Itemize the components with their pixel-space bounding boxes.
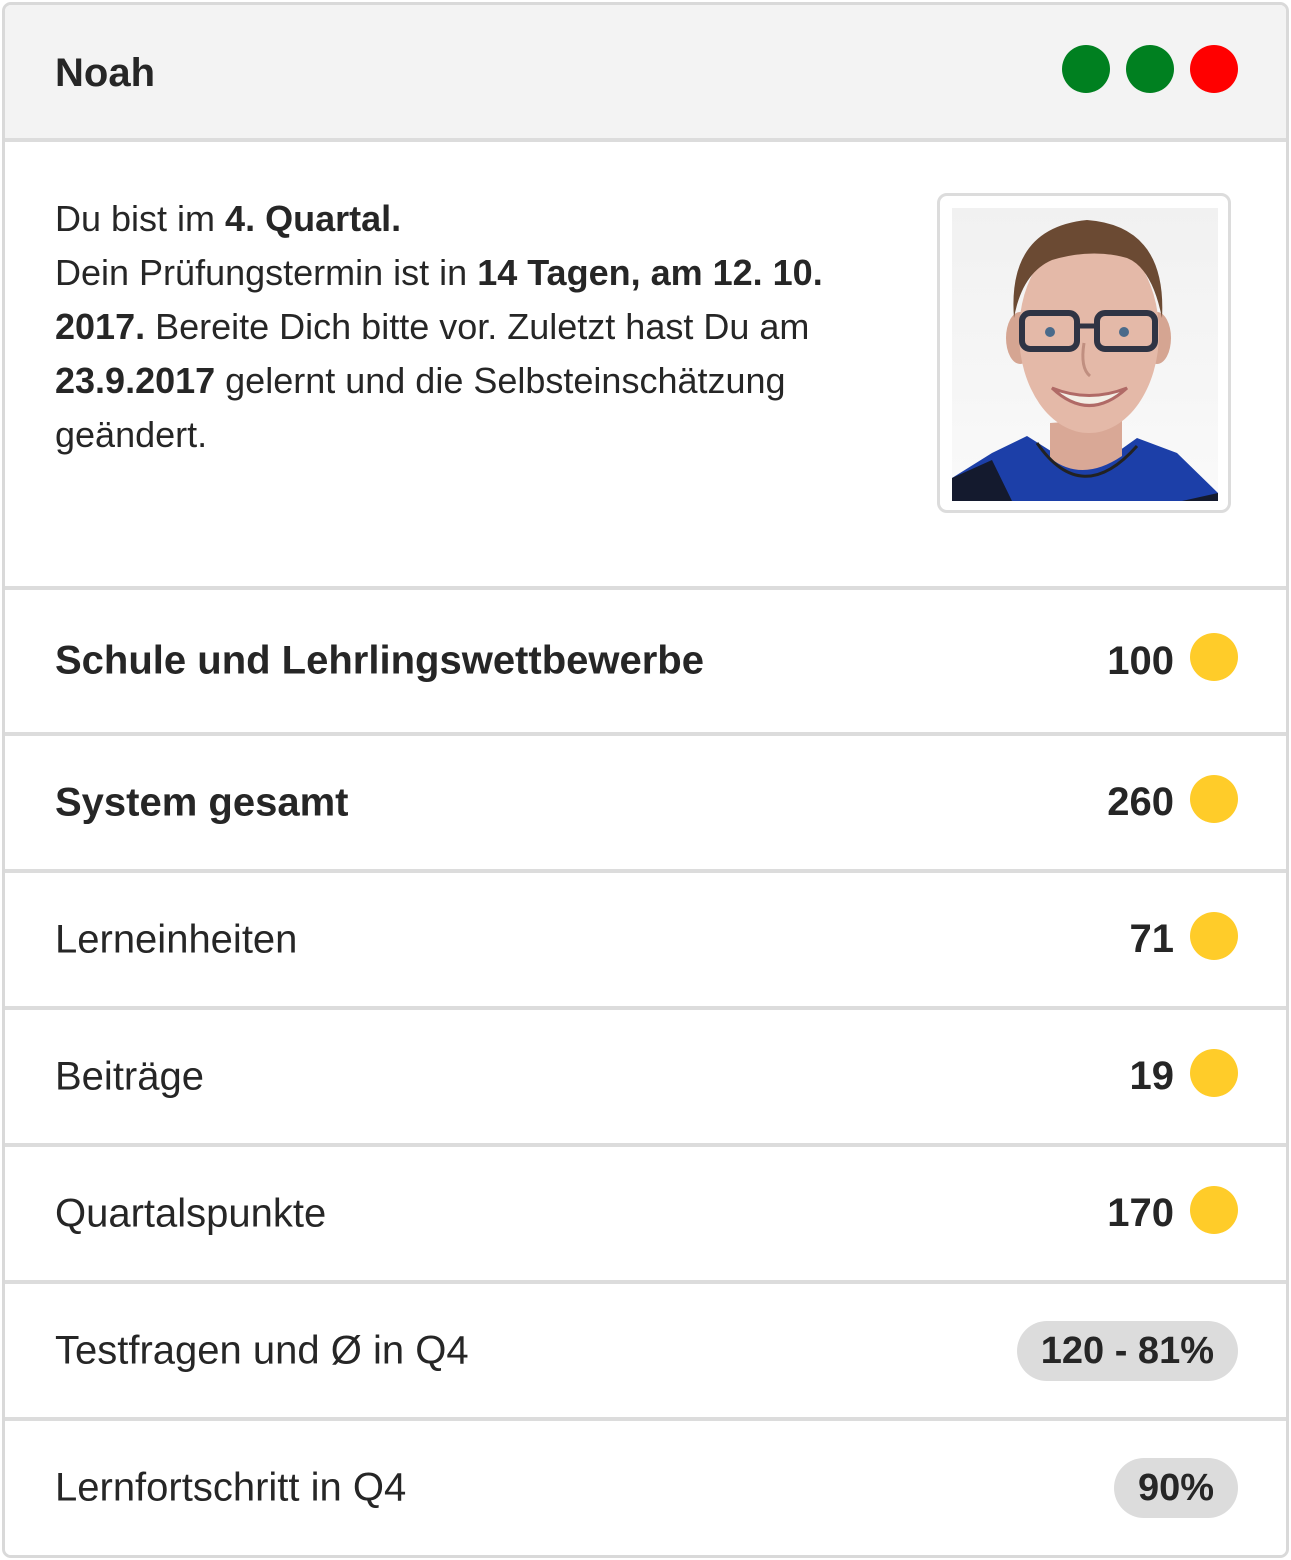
stat-row-learning-units: Lerneinheiten 71 — [5, 873, 1286, 1006]
row-divider — [5, 1006, 1286, 1010]
row-value-group: 19 — [1129, 1048, 1238, 1101]
exam-date: 14 Tagen, am 12. 10. 2017. — [55, 252, 823, 347]
row-value-group: 100 — [1107, 633, 1238, 685]
row-divider — [5, 586, 1286, 590]
stat-row-school: Schule und Lehrlingswettbewerbe 100 — [5, 590, 1286, 732]
status-dot-green-icon — [1126, 45, 1174, 93]
status-dot-red-icon — [1190, 45, 1238, 93]
row-value: 19 — [1129, 1054, 1175, 1098]
profile-photo — [952, 208, 1218, 501]
intro-section: Du bist im 4. Quartal. Dein Prüfungsterm… — [5, 142, 1286, 586]
row-label: Lernfortschritt in Q4 — [55, 1465, 407, 1510]
row-divider — [5, 1417, 1286, 1421]
row-value: 170 — [1107, 1191, 1174, 1235]
stat-row-learning-progress: Lernfortschritt in Q4 90% — [5, 1421, 1286, 1555]
coin-icon — [1190, 911, 1238, 960]
portrait-illustration — [952, 220, 1218, 501]
coin-icon — [1190, 1048, 1238, 1097]
row-value: 260 — [1107, 780, 1174, 824]
value-badge: 90% — [1113, 1458, 1238, 1518]
student-name: Noah — [55, 51, 155, 95]
row-value-group: 170 — [1107, 1185, 1238, 1238]
row-label: Testfragen und Ø in Q4 — [55, 1328, 469, 1372]
row-divider — [5, 1143, 1286, 1147]
row-label: Beiträge — [55, 1054, 204, 1098]
coin-icon — [1190, 774, 1238, 823]
last-learned-date: 23.9.2017 — [55, 360, 216, 401]
row-value-group: 260 — [1107, 774, 1238, 827]
intro-line1-prefix: Du bist im — [55, 198, 226, 239]
row-label: Schule und Lehrlingswettbewerbe — [55, 638, 704, 683]
stat-row-test-questions: Testfragen und Ø in Q4 120 - 81% — [5, 1284, 1286, 1417]
stat-row-quarter-points: Quartalspunkte 170 — [5, 1147, 1286, 1280]
intro-text: Du bist im 4. Quartal. Dein Prüfungsterm… — [55, 192, 875, 462]
row-divider — [5, 732, 1286, 736]
status-dot-green-icon — [1062, 45, 1110, 93]
row-label: Lerneinheiten — [55, 917, 298, 961]
row-value-group: 90% — [1113, 1458, 1238, 1518]
coin-icon — [1190, 633, 1238, 681]
profile-photo-frame — [937, 193, 1231, 513]
row-divider — [5, 869, 1286, 873]
stat-row-contributions: Beiträge 19 — [5, 1010, 1286, 1143]
card-header: Noah — [5, 5, 1286, 142]
value-badge: 120 - 81% — [1016, 1320, 1238, 1381]
row-divider — [5, 1280, 1286, 1284]
status-indicators — [1062, 45, 1238, 93]
coin-icon — [1190, 1185, 1238, 1234]
current-quarter: 4. Quartal. — [225, 198, 402, 239]
intro-line3-suffix: gelernt und die Selbsteinschätzung geänd… — [55, 360, 786, 455]
row-value-group: 120 - 81% — [1016, 1320, 1238, 1381]
row-value: 71 — [1129, 917, 1175, 961]
intro-line2-prefix: Dein Prüfungstermin ist in — [55, 252, 478, 293]
row-label: System gesamt — [55, 780, 349, 824]
row-label: Quartalspunkte — [55, 1191, 327, 1235]
intro-line2-suffix: Bereite Dich bitte vor. Zuletzt hast Du … — [145, 306, 810, 347]
stat-row-system-total: System gesamt 260 — [5, 736, 1286, 869]
row-value-group: 71 — [1129, 911, 1238, 964]
row-value: 100 — [1107, 638, 1174, 683]
